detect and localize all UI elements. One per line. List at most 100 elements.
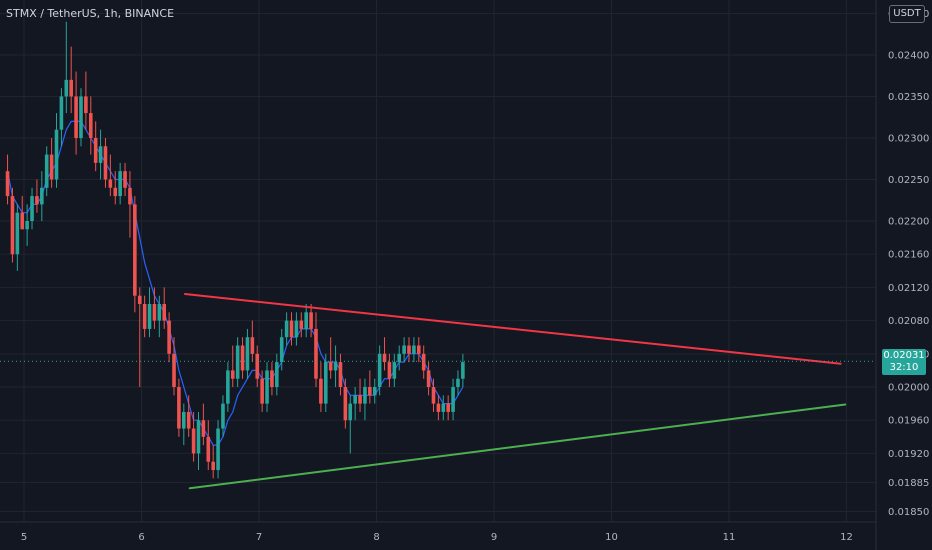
candle[interactable]	[436, 395, 441, 421]
resistance-trendline[interactable]	[183, 293, 842, 365]
candle[interactable]	[426, 362, 431, 396]
candle[interactable]	[49, 137, 54, 188]
candle[interactable]	[230, 345, 235, 388]
candle[interactable]	[69, 46, 73, 114]
candle[interactable]	[142, 295, 147, 338]
candle[interactable]	[15, 204, 20, 271]
candle[interactable]	[20, 196, 25, 230]
candle[interactable]	[421, 345, 426, 379]
candle[interactable]	[382, 337, 387, 371]
candle[interactable]	[377, 345, 382, 396]
candle[interactable]	[118, 162, 122, 205]
candle[interactable]	[162, 287, 167, 329]
candle[interactable]	[167, 312, 171, 363]
candle[interactable]	[417, 337, 421, 363]
candle[interactable]	[456, 370, 460, 396]
candle[interactable]	[260, 370, 264, 412]
candle[interactable]	[343, 378, 348, 429]
candle[interactable]	[88, 96, 93, 155]
candle[interactable]	[255, 345, 260, 388]
candle[interactable]	[284, 312, 289, 346]
candle[interactable]	[314, 312, 318, 388]
candle[interactable]	[172, 337, 176, 396]
candle[interactable]	[446, 395, 450, 421]
candle[interactable]	[133, 196, 137, 313]
candle[interactable]	[461, 353, 465, 388]
candle[interactable]	[368, 370, 372, 404]
candle[interactable]	[25, 204, 29, 246]
candle[interactable]	[152, 287, 157, 329]
candle[interactable]	[64, 21, 69, 114]
candles[interactable]	[5, 21, 465, 479]
candle[interactable]	[123, 162, 127, 197]
candle[interactable]	[387, 353, 392, 388]
candle[interactable]	[397, 345, 402, 371]
candle[interactable]	[74, 71, 78, 155]
trendlines[interactable]	[183, 293, 847, 490]
candle[interactable]	[98, 129, 103, 180]
candle[interactable]	[441, 395, 446, 421]
candle[interactable]	[265, 362, 269, 412]
candle[interactable]	[289, 312, 294, 346]
candle[interactable]	[304, 304, 308, 338]
candle[interactable]	[5, 154, 10, 205]
candle[interactable]	[279, 328, 284, 371]
candle[interactable]	[84, 71, 88, 130]
candle[interactable]	[108, 154, 113, 197]
candle[interactable]	[211, 445, 215, 479]
candle[interactable]	[431, 378, 436, 412]
candle[interactable]	[250, 320, 255, 363]
candle[interactable]	[30, 187, 34, 230]
candle[interactable]	[226, 362, 230, 412]
candle[interactable]	[451, 378, 455, 421]
candle[interactable]	[93, 121, 98, 172]
candle[interactable]	[372, 378, 377, 404]
candle[interactable]	[319, 362, 323, 412]
candle[interactable]	[128, 171, 132, 238]
candle[interactable]	[59, 88, 64, 147]
candle[interactable]	[196, 411, 201, 471]
candle[interactable]	[157, 295, 162, 338]
candle[interactable]	[206, 420, 211, 471]
time-axis[interactable]: 5 6 7 8 9 10 11 12	[21, 532, 853, 543]
candle[interactable]	[328, 337, 333, 379]
candle[interactable]	[333, 345, 338, 388]
candle[interactable]	[407, 337, 411, 363]
candle[interactable]	[358, 378, 362, 412]
candle[interactable]	[44, 146, 49, 197]
candle[interactable]	[191, 411, 196, 462]
candle[interactable]	[270, 362, 274, 396]
candle[interactable]	[177, 378, 181, 437]
candle[interactable]	[79, 88, 83, 147]
candle[interactable]	[201, 403, 206, 446]
candle[interactable]	[54, 113, 59, 188]
candle[interactable]	[363, 378, 367, 421]
candle[interactable]	[348, 395, 353, 454]
candle[interactable]	[309, 304, 313, 338]
candle[interactable]	[147, 287, 152, 338]
candle[interactable]	[299, 312, 304, 338]
candle[interactable]	[35, 179, 39, 213]
candle[interactable]	[392, 353, 397, 388]
candle[interactable]	[10, 187, 15, 263]
support-trendline[interactable]	[188, 403, 847, 490]
currency-unit-button[interactable]: USDT	[889, 5, 925, 23]
candle[interactable]	[186, 395, 191, 437]
candle[interactable]	[113, 171, 118, 205]
candle[interactable]	[338, 353, 343, 396]
candle[interactable]	[235, 337, 240, 388]
candle[interactable]	[412, 337, 416, 363]
candle[interactable]	[221, 395, 225, 437]
candle[interactable]	[137, 287, 142, 388]
candle[interactable]	[40, 171, 44, 221]
candle[interactable]	[103, 137, 108, 188]
candle[interactable]	[245, 328, 250, 379]
candle[interactable]	[402, 337, 406, 363]
candle[interactable]	[216, 420, 220, 479]
candle[interactable]	[182, 403, 186, 446]
candle[interactable]	[294, 312, 299, 346]
candle[interactable]	[275, 353, 279, 396]
candle[interactable]	[353, 387, 357, 421]
candle[interactable]	[240, 337, 245, 379]
